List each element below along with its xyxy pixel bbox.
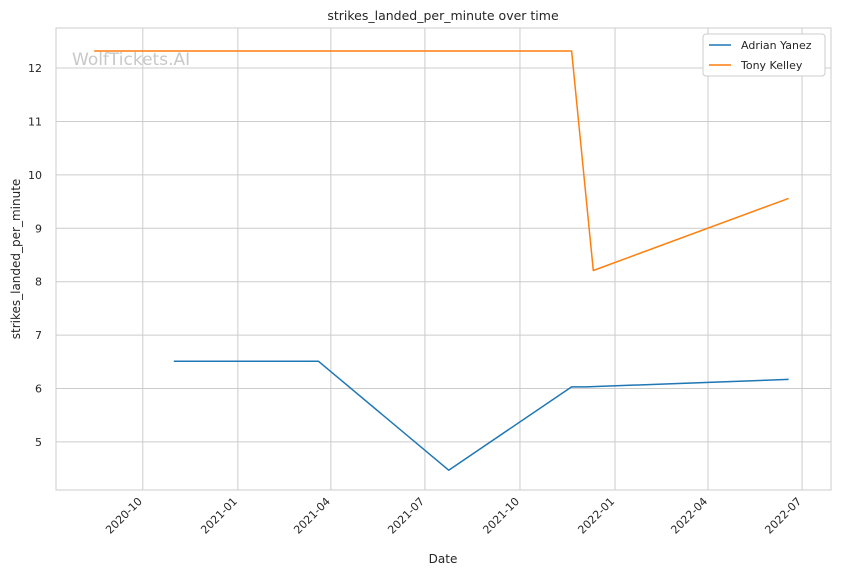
y-tick-label: 7	[35, 329, 42, 342]
watermark: WolfTickets.AI	[72, 50, 190, 70]
x-tick-label: 2021-10	[480, 495, 522, 537]
grid-lines	[56, 28, 831, 490]
legend-box	[702, 33, 826, 77]
y-tick-label: 6	[35, 383, 42, 396]
x-tick-label: 2022-01	[575, 495, 617, 537]
y-axis: 5 6 7 8 9 10 11 12	[28, 62, 42, 449]
y-tick-label: 12	[28, 62, 42, 75]
legend-label: Adrian Yanez	[741, 39, 812, 52]
y-tick-label: 8	[35, 276, 42, 289]
legend: Adrian Yanez Tony Kelley	[702, 33, 826, 77]
chart-title: strikes_landed_per_minute over time	[327, 8, 559, 23]
y-tick-label: 5	[35, 436, 42, 449]
y-axis-label: strikes_landed_per_minute	[9, 179, 23, 340]
x-tick-label: 2022-04	[668, 495, 710, 537]
x-tick-label: 2022-07	[762, 495, 804, 537]
x-axis-label: Date	[429, 552, 458, 566]
legend-label: Tony Kelley	[740, 59, 803, 72]
x-tick-label: 2020-10	[103, 495, 145, 537]
series-layer	[94, 50, 789, 471]
x-axis: 2020-10 2021-01 2021-04 2021-07 2021-10 2022-…	[103, 495, 804, 537]
y-tick-label: 10	[28, 169, 42, 182]
x-tick-label: 2021-01	[198, 495, 240, 537]
x-tick-label: 2021-04	[291, 495, 333, 537]
x-tick-label: 2021-07	[385, 495, 427, 537]
series-line-1	[94, 50, 789, 272]
plot-area	[55, 27, 832, 491]
y-tick-label: 11	[28, 115, 42, 128]
y-tick-label: 9	[35, 222, 42, 235]
series-line-0	[173, 360, 789, 471]
